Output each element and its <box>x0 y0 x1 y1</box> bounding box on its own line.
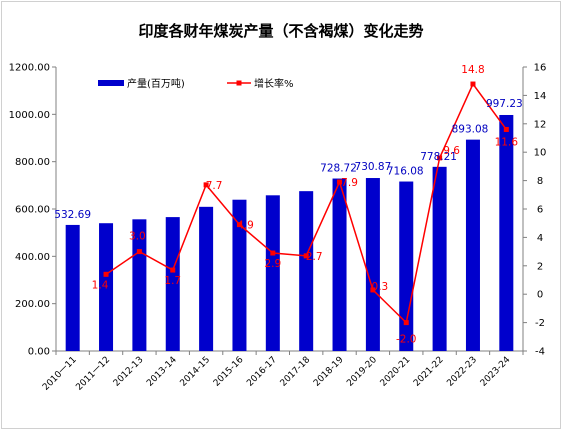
bar-value-label: 532.69 <box>54 209 91 221</box>
y-right-tick-label: 2 <box>537 261 543 272</box>
bar-value-label: 893.08 <box>452 124 489 136</box>
line-value-label: 0.3 <box>372 281 389 293</box>
bar <box>132 219 147 351</box>
line-value-label: 2.9 <box>264 258 281 270</box>
y-left-tick-label: 1200.00 <box>9 63 50 74</box>
line-value-label: 1.7 <box>164 275 181 287</box>
line-point <box>170 267 176 273</box>
x-tick-label: 2021-22 <box>412 355 446 389</box>
bar <box>265 195 280 351</box>
bar <box>432 166 447 351</box>
y-right-tick-label: 12 <box>534 119 547 130</box>
bar-value-label: 778.21 <box>420 151 457 163</box>
bar <box>165 217 180 351</box>
x-tick-label: 2012-13 <box>112 355 146 389</box>
line-point <box>103 271 109 277</box>
y-right-tick-label: 8 <box>537 176 543 187</box>
bar <box>465 139 480 351</box>
bar-value-label: 997.23 <box>486 98 523 110</box>
x-tick-label: 2017-18 <box>279 355 313 389</box>
line-value-label: 7.9 <box>341 177 358 189</box>
bar-value-label: 728.72 <box>320 163 357 175</box>
x-tick-label: 2015-16 <box>212 355 246 389</box>
line-value-label: 2.7 <box>306 251 323 263</box>
legend-label-line: 增长率% <box>254 77 294 90</box>
bar <box>65 224 80 351</box>
y-right-tick-label: 10 <box>534 148 547 159</box>
line-point <box>236 222 242 228</box>
bar <box>365 178 380 351</box>
y-right-tick-label: 4 <box>537 233 543 244</box>
line-value-label: 14.8 <box>461 64 484 76</box>
bar <box>299 191 314 351</box>
chart-frame: 印度各财年煤炭产量（不含褐煤）变化走势 0.00 200.00 400.00 600.… <box>1 1 561 429</box>
bar <box>499 114 514 352</box>
x-tick-label: 2018-19 <box>312 355 346 389</box>
x-tick-label: 2023-24 <box>479 355 513 389</box>
x-tick-label: 2020-21 <box>379 355 413 389</box>
y-right-tick-label: -4 <box>535 347 545 358</box>
bar <box>99 223 114 351</box>
legend: 产量(百万吨) 增长率% <box>98 77 294 90</box>
y-right-tick-label: 14 <box>534 91 547 102</box>
line-value-label: 1.4 <box>92 279 109 291</box>
line-point <box>503 126 509 132</box>
y-left-tick-label: 200.00 <box>15 299 50 310</box>
line-point <box>403 320 409 326</box>
line-value-label: 3.0 <box>129 231 146 243</box>
legend-swatch-marker <box>236 80 242 86</box>
x-tick-label: 2014-15 <box>179 355 213 389</box>
legend-label-bar: 产量(百万吨) <box>127 77 185 90</box>
line-point <box>470 81 476 87</box>
chart: 印度各财年煤炭产量（不含褐煤）变化走势 0.00200.00400.00600.… <box>9 22 547 393</box>
y-left-tick-label: 800.00 <box>15 157 50 168</box>
chart-title: 印度各财年煤炭产量（不含褐煤）变化走势 <box>138 22 423 40</box>
y-right-tick-label: 16 <box>534 63 547 74</box>
line-point <box>437 155 443 161</box>
y-right-tick-label: 0 <box>537 290 543 301</box>
line-value-label: 7.7 <box>206 180 223 192</box>
bar <box>199 206 214 351</box>
x-tick-label: 2011一12 <box>74 355 112 393</box>
y-right-tick-label: 6 <box>537 205 543 216</box>
y-left-tick-label: 0.00 <box>28 347 50 358</box>
legend-swatch-bar <box>98 80 124 86</box>
bar <box>232 199 247 351</box>
line-value-label: 4.9 <box>237 220 254 232</box>
x-tick-label: 2019-20 <box>345 355 379 389</box>
line-point <box>303 253 309 259</box>
bar-value-label: 730.87 <box>355 161 392 173</box>
y-left-tick-label: 400.00 <box>15 252 50 263</box>
line-point <box>136 249 142 255</box>
y-right-tick-label: -2 <box>535 318 545 329</box>
line-point <box>370 287 376 293</box>
line-value-label: 9.6 <box>443 145 460 157</box>
x-tick-label: 2022-23 <box>445 355 479 389</box>
bar <box>332 178 347 351</box>
bar <box>399 181 414 351</box>
bar-value-label: 716.08 <box>387 166 424 178</box>
line-point <box>270 250 276 256</box>
bar-series <box>65 114 514 352</box>
y-left-tick-label: 600.00 <box>15 205 50 216</box>
line-value-label: -2.0 <box>396 334 417 346</box>
line-point <box>337 179 343 185</box>
line-series <box>103 81 509 326</box>
line-value-label: 11.6 <box>495 136 519 148</box>
x-tick-label: 2010一11 <box>41 355 79 393</box>
x-tick-label: 2013-14 <box>145 355 179 389</box>
x-tick-label: 2016-17 <box>245 355 279 389</box>
y-left-tick-label: 1000.00 <box>9 110 50 121</box>
line-point <box>203 182 209 188</box>
